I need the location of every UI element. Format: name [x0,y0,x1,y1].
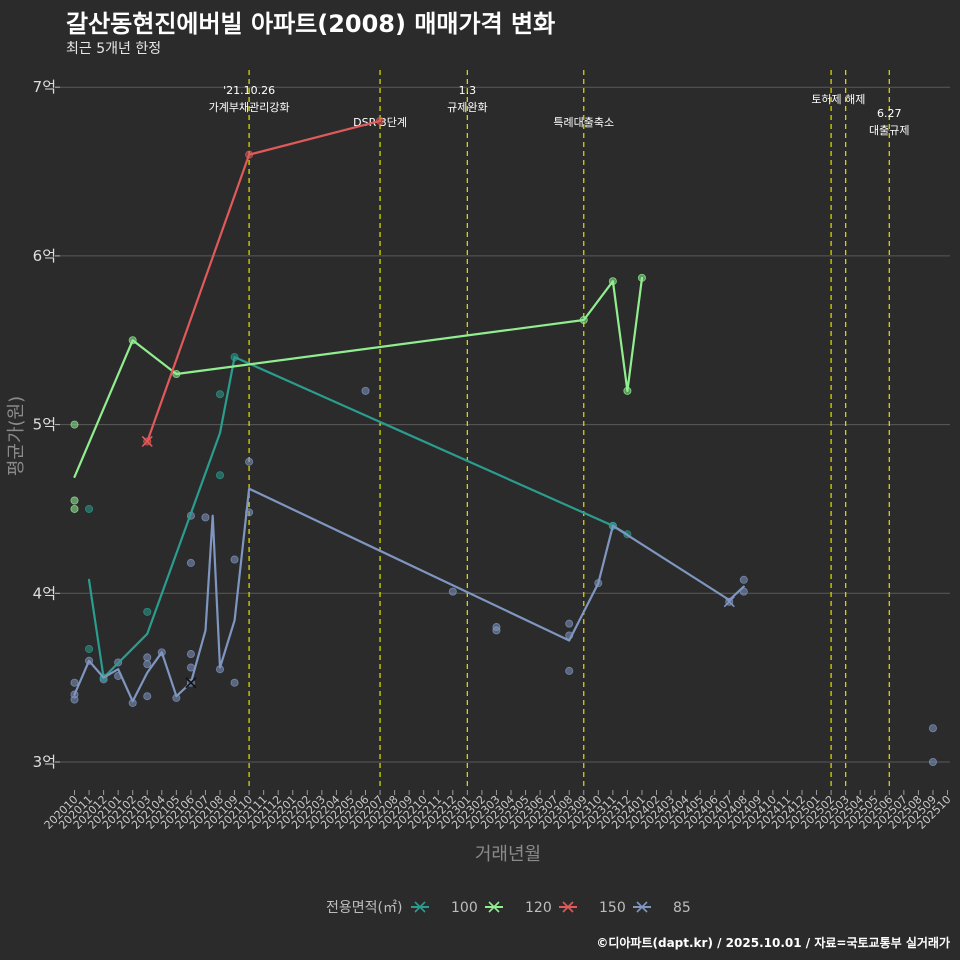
series-line-85 [73,487,745,703]
data-point-85 [361,386,370,395]
legend-label-150: 150 [599,900,626,916]
chart-subtitle: 최근 5개년 한정 [66,41,162,57]
data-point-85 [143,660,152,669]
data-point-100 [215,390,224,399]
data-point-120 [70,504,79,513]
legend-key-marker-85 [636,901,648,913]
data-point-85 [230,555,239,564]
event-label: 대출규제 [869,124,909,137]
data-point-85 [70,695,79,704]
data-point-85 [565,666,574,675]
series-line-150 [146,119,382,443]
legend: 전용면적(㎡) 100 120 150 85 [326,900,691,916]
legend-label-120: 120 [525,900,552,916]
event-label: 1.3 [459,84,477,97]
data-point-85 [186,650,195,659]
legend-key-marker-100 [414,901,426,913]
legend-label-85: 85 [673,900,691,916]
legend-title: 전용면적(㎡) [326,900,402,916]
grid-lines [60,86,950,763]
event-label: 6.27 [877,107,902,120]
data-point-100 [143,607,152,616]
data-point-85 [230,678,239,687]
data-point-85 [928,758,937,767]
y-tick-label: 6억 [33,247,56,265]
event-label: 가계부채관리강화 [209,101,290,114]
data-point-85 [448,587,457,596]
data-point-100 [85,644,94,653]
data-point-85 [492,626,501,635]
y-tick-label: 4억 [33,584,56,602]
y-tick-label: 7억 [33,78,56,96]
x-axis-ticks: 2020102020112020122021012021022021032021… [42,790,954,832]
data-point-120 [70,496,79,505]
y-axis-ticks: 3억 4억 5억 6억 7억 [33,78,60,771]
data-point-120 [70,420,79,429]
event-label: 토허제 해제 [811,92,865,106]
data-point-85 [143,653,152,662]
data-point-85 [143,692,152,701]
data-point-100 [215,471,224,480]
data-point-85 [565,619,574,628]
data-marker-150 [141,435,153,448]
legend-key-marker-150 [562,901,574,913]
y-tick-label: 5억 [33,416,56,434]
data-series [70,116,937,767]
x-axis-title: 거래년월 [475,844,541,865]
data-point-85 [70,678,79,687]
data-point-85 [201,513,210,522]
data-marker-85 [723,596,735,608]
event-label: 특례대출축소 [553,116,614,129]
data-point-85 [928,724,937,733]
data-point-85 [186,558,195,567]
series-line-120 [73,276,644,478]
chart-title: 갈산동현진에버빌 아파트(2008) 매매가격 변화 [66,10,556,38]
source-caption: ©디아파트(dapt.kr) / 2025.10.01 / 자료=국토교통부 실… [596,936,950,950]
data-point-100 [85,504,94,513]
event-label: 규제완화 [447,101,487,114]
data-marker-85 [185,677,197,689]
data-point-85 [739,575,748,584]
data-point-85 [245,457,254,466]
legend-key-marker-120 [488,901,500,913]
y-axis-title: 평균가(원) [6,396,27,476]
event-label: '21.10.26 [223,84,275,97]
y-tick-label: 3억 [33,753,56,771]
legend-label-100: 100 [451,900,478,916]
